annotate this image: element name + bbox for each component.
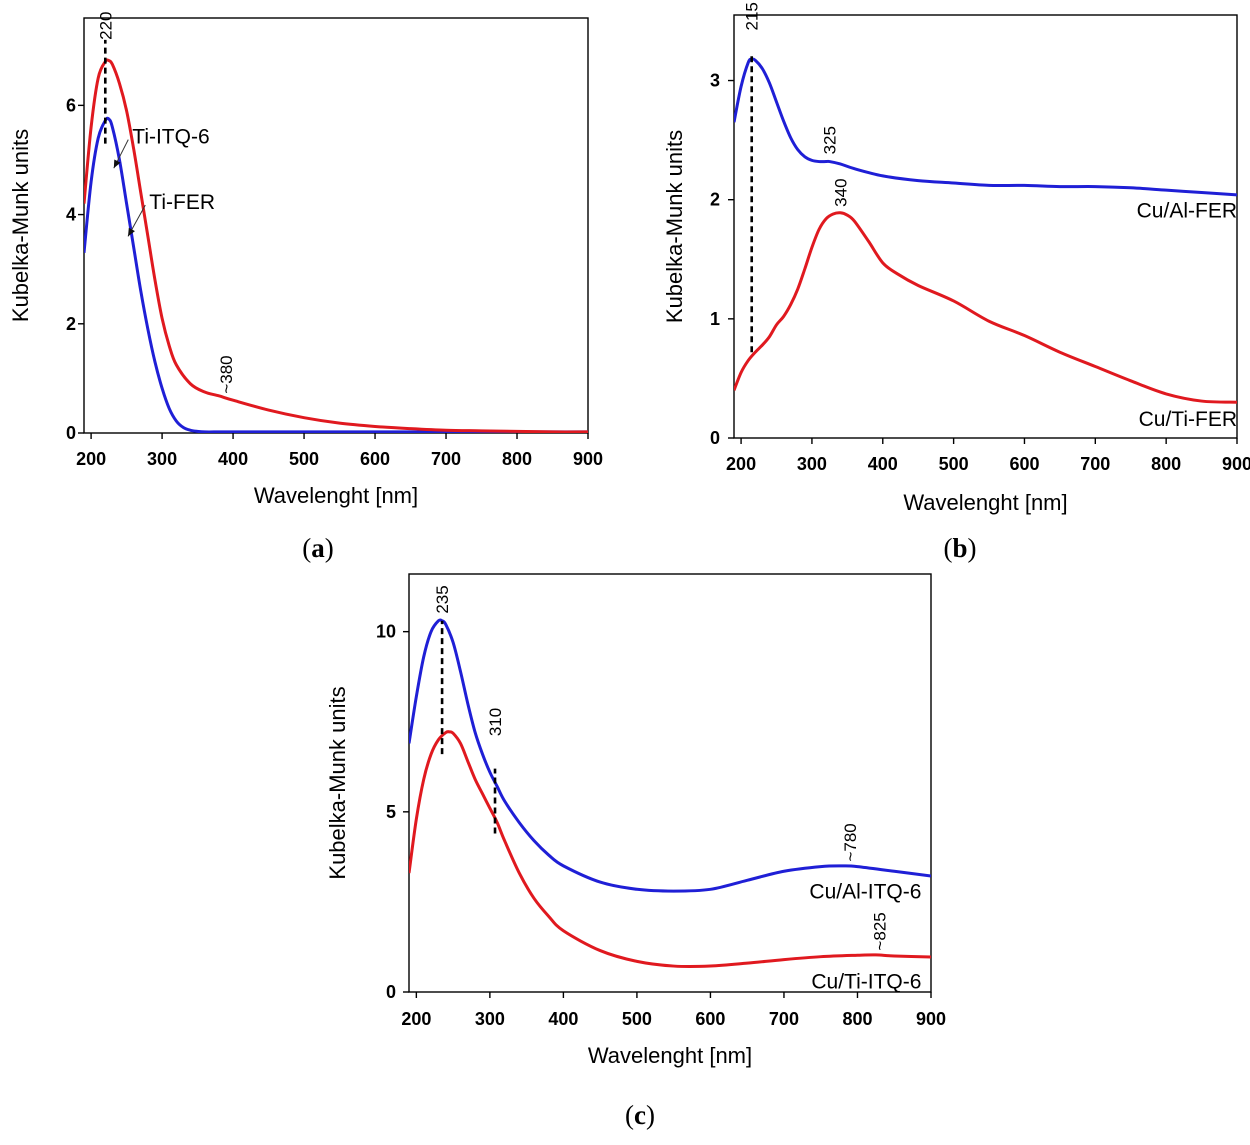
x-axis-title: Wavelenght [nm]: [903, 490, 1067, 515]
x-tick-label: 800: [502, 449, 532, 469]
peak-annotation: 215: [743, 2, 762, 30]
x-tick-label: 300: [475, 1009, 505, 1029]
y-tick-label: 0: [710, 428, 720, 448]
x-tick-label: 800: [1151, 454, 1181, 474]
x-tick-label: 600: [1009, 454, 1039, 474]
y-tick-label: 2: [710, 190, 720, 210]
panel-c: 200 300 400 500 600 700 800 900 0 5 10 Wavelenght […: [325, 573, 946, 1130]
x-tick-label: 500: [939, 454, 969, 474]
caption-open: (: [302, 533, 311, 563]
x-tick-label: 200: [76, 449, 106, 469]
series-label: Cu/Ti-ITQ-6: [811, 970, 921, 993]
x-axis-title: Wavelenght [nm]: [254, 483, 418, 508]
x-tick-label: 700: [431, 449, 461, 469]
caption-letter: b: [952, 533, 967, 563]
x-tick-label: 900: [916, 1009, 946, 1029]
x-tick-label: 500: [622, 1009, 652, 1029]
x-tick-label: 700: [769, 1009, 799, 1029]
y-tick-label: 4: [66, 205, 76, 225]
x-tick-label: 400: [548, 1009, 578, 1029]
x-tick-label: 900: [1222, 454, 1250, 474]
y-axis-title: Kubelka-Munk units: [8, 129, 33, 322]
series-label: Cu/Al-ITQ-6: [809, 880, 921, 903]
caption-close: ): [325, 533, 334, 563]
y-axis-title: Kubelka-Munk units: [662, 130, 687, 323]
panel-caption: (b): [943, 533, 976, 563]
series-line-Cu/Al-FER: [734, 57, 1237, 197]
x-axis-title: Wavelenght [nm]: [588, 1043, 752, 1068]
plot-frame: [408, 573, 932, 993]
y-tick-label: 1: [710, 309, 720, 329]
x-tick-label: 300: [147, 449, 177, 469]
y-axis-title: Kubelka-Munk units: [325, 686, 350, 879]
series-line-Cu/Al-ITQ-6: [409, 618, 931, 893]
series-line-Cu/Ti-FER: [734, 211, 1237, 404]
x-tick-label: 400: [868, 454, 898, 474]
series-line-Cu/Ti-ITQ-6: [409, 730, 931, 969]
x-tick-label: 200: [726, 454, 756, 474]
peak-annotation: 235: [433, 585, 452, 613]
y-tick-label: 0: [66, 423, 76, 443]
peak-annotation: ~825: [871, 912, 890, 950]
caption-close: ): [968, 533, 977, 563]
panel-caption: (c): [625, 1100, 655, 1130]
x-tick-label: 600: [695, 1009, 725, 1029]
peak-annotation: ~780: [841, 823, 860, 861]
caption-open: (: [943, 533, 952, 563]
y-tick-label: 5: [386, 802, 396, 822]
y-tick-label: 6: [66, 95, 76, 115]
caption-open: (: [625, 1100, 634, 1130]
x-tick-label: 600: [360, 449, 390, 469]
y-tick-label: 10: [376, 622, 396, 642]
series-line-Ti-FER: [84, 58, 588, 433]
peak-annotation: 310: [486, 708, 505, 736]
x-tick-label: 800: [842, 1009, 872, 1029]
y-tick-label: 3: [710, 71, 720, 91]
x-tick-label: 400: [218, 449, 248, 469]
panel-b: 200 300 400 500 600 700 800 900 0 1 2 3 Wavelenght […: [662, 2, 1250, 563]
y-tick-label: 2: [66, 314, 76, 334]
x-tick-label: 700: [1080, 454, 1110, 474]
label-arrow-head: [128, 227, 135, 237]
caption-letter: c: [634, 1100, 646, 1130]
series-label: Ti-FER: [149, 191, 215, 214]
caption-letter: a: [311, 533, 325, 563]
series-label: Ti-ITQ-6: [132, 126, 209, 149]
x-tick-label: 900: [573, 449, 603, 469]
y-tick-label: 0: [386, 982, 396, 1002]
label-arrow-head: [113, 159, 121, 169]
plot-frame: [83, 17, 589, 434]
caption-close: ): [646, 1100, 655, 1130]
panel-caption: (a): [302, 533, 334, 563]
series-label: Cu/Al-FER: [1137, 200, 1237, 223]
peak-annotation: 340: [831, 178, 850, 206]
peak-annotation: 325: [821, 126, 840, 154]
panel-a: 200 300 400 500 600 700 800 900 0 2 4 6 Wavelenght […: [8, 11, 603, 563]
peak-annotation: 220: [96, 11, 115, 39]
x-tick-label: 500: [289, 449, 319, 469]
plot-frame: [733, 14, 1238, 439]
series-label: Cu/Ti-FER: [1139, 408, 1237, 431]
x-tick-label: 300: [797, 454, 827, 474]
x-tick-label: 200: [401, 1009, 431, 1029]
series-line-Ti-ITQ-6: [84, 116, 588, 433]
peak-annotation: ~380: [217, 355, 236, 393]
